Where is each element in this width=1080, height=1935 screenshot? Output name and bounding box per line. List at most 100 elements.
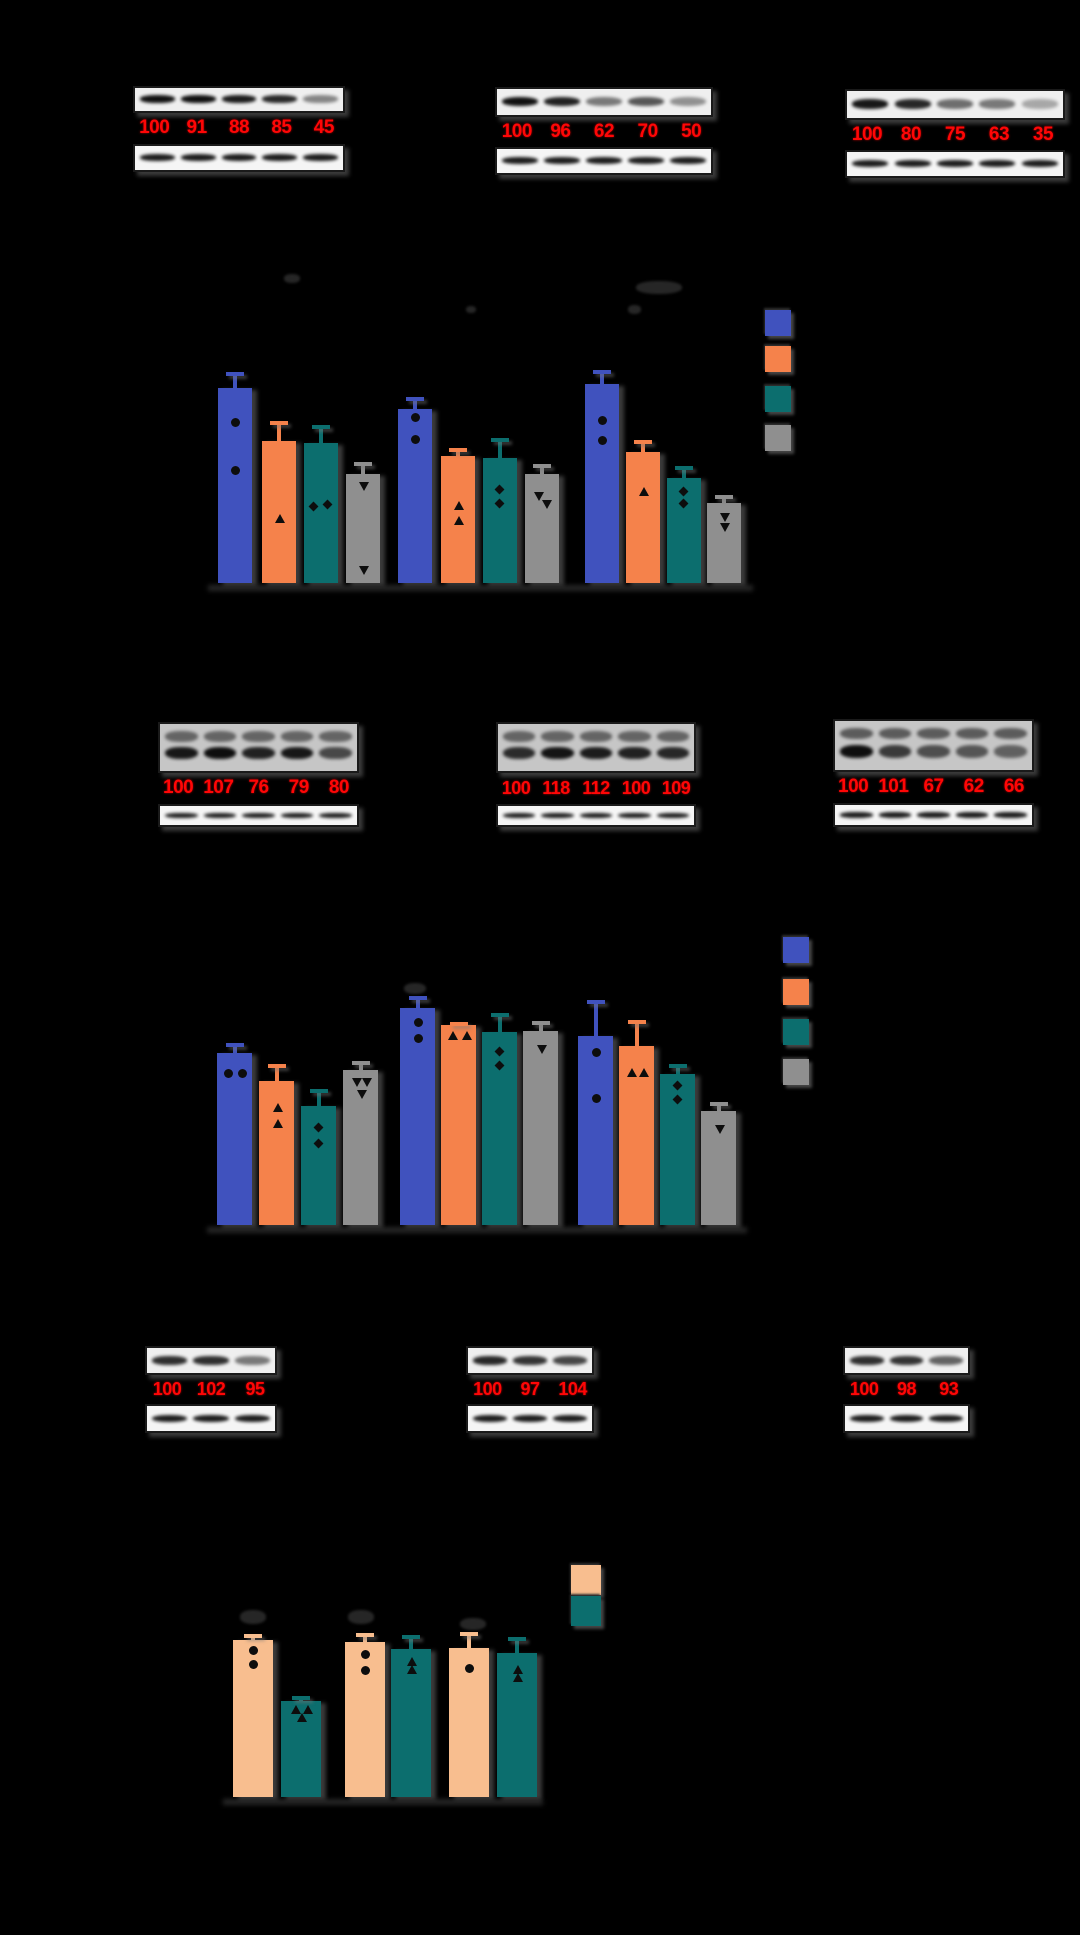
- protein-band: [840, 744, 873, 758]
- loading-band: [140, 154, 175, 162]
- protein-band: [165, 746, 198, 759]
- densitometry-value: 96: [550, 120, 571, 142]
- error-bar-cap: [715, 495, 733, 499]
- densitometry-value: 100: [473, 1378, 502, 1399]
- bar-a-g1-blue: [218, 388, 252, 583]
- error-bar: [409, 1635, 413, 1649]
- densitometry-value: 118: [542, 777, 570, 798]
- protein-band: [929, 1355, 963, 1365]
- blot-lane: [234, 1409, 271, 1428]
- axis-baseline-shadow: [207, 1227, 747, 1233]
- blot-lane: [893, 94, 931, 115]
- blot-lane: [501, 92, 539, 112]
- protein-band: [955, 744, 989, 758]
- bar-b-g1-teal: [301, 1106, 336, 1225]
- loading-band: [936, 160, 974, 168]
- densitometry-value: 88: [228, 117, 250, 138]
- bar-c-g1-peach: [233, 1640, 273, 1797]
- error-bar-cap: [351, 1061, 370, 1065]
- bar-b-g2-teal: [482, 1032, 517, 1225]
- loading-band: [234, 1414, 270, 1422]
- scatter-marker-diamond: [322, 499, 333, 510]
- significance-mark: [628, 305, 641, 314]
- loading-band: [579, 812, 613, 818]
- loading-band: [979, 160, 1016, 168]
- blot-lane: [203, 727, 238, 768]
- protein-band: [473, 1355, 507, 1365]
- error-bar-cap: [460, 1632, 478, 1636]
- blot-lane: [318, 727, 353, 768]
- blot-lane: [472, 1351, 508, 1370]
- densitometry-value: 70: [637, 120, 659, 142]
- scatter-marker-triangle-down: [359, 566, 369, 575]
- western-blot-loading-box: [466, 1404, 594, 1433]
- scatter-marker-triangle-down: [359, 482, 369, 491]
- densitometry-value: 62: [593, 120, 615, 142]
- blot-lane: [928, 1409, 964, 1428]
- error-bar-cap: [354, 462, 372, 466]
- protein-band-upper: [579, 731, 613, 742]
- scatter-marker-triangle-up: [513, 1665, 523, 1674]
- blot-lane: [955, 808, 990, 822]
- blot-lane: [617, 809, 651, 822]
- blot-lane: [501, 152, 539, 170]
- scatter-marker-circle: [411, 413, 420, 422]
- blot-lane: [617, 727, 651, 768]
- error-bar: [361, 462, 365, 474]
- scatter-marker-diamond: [672, 1080, 682, 1091]
- error-bar: [682, 466, 686, 478]
- protein-band: [553, 1355, 587, 1365]
- scatter-marker-circle: [237, 1069, 247, 1078]
- western-blot-target-box: [843, 1346, 970, 1375]
- western-blot-loading-box: [496, 804, 696, 827]
- error-bar: [456, 448, 460, 456]
- blot-lane: [302, 149, 339, 167]
- error-bar-cap: [406, 397, 424, 401]
- loading-band: [280, 812, 314, 818]
- scatter-marker-triangle-up: [638, 1068, 649, 1077]
- bar-b-g1-gray: [343, 1070, 378, 1225]
- protein-band: [242, 746, 275, 759]
- loading-band: [544, 157, 580, 165]
- blot-lane: [839, 808, 874, 822]
- blot-lane: [302, 91, 339, 108]
- loading-band: [929, 1414, 963, 1422]
- scatter-marker-triangle-down: [542, 500, 552, 509]
- error-bar: [716, 1102, 721, 1111]
- error-bar: [277, 421, 281, 441]
- error-bar-cap: [312, 425, 330, 429]
- loading-band: [513, 1414, 547, 1422]
- blot-lane: [1021, 94, 1059, 115]
- protein-band: [656, 746, 689, 759]
- densitometry-value: 97: [520, 1378, 540, 1399]
- blot-lane: [579, 727, 613, 768]
- error-bar-cap: [668, 1064, 687, 1068]
- blot-lane: [540, 809, 574, 822]
- error-bar-cap: [292, 1696, 310, 1700]
- bar-b-g3-orange: [619, 1046, 654, 1225]
- protein-band: [1021, 99, 1058, 110]
- blot-lane: [139, 149, 176, 167]
- blot-lane: [627, 92, 665, 112]
- protein-band: [503, 746, 536, 759]
- error-bar: [299, 1696, 303, 1701]
- blot-lane: [512, 1409, 548, 1428]
- scatter-marker-diamond: [494, 498, 505, 509]
- bar-a-g3-teal: [667, 478, 701, 583]
- protein-band: [502, 97, 538, 107]
- scatter-marker-triangle-down: [361, 1078, 372, 1087]
- scatter-marker-circle: [249, 1646, 258, 1655]
- protein-band: [586, 97, 622, 107]
- densitometry-value: 107: [203, 777, 234, 798]
- error-bar-cap: [586, 1000, 605, 1004]
- blot-lane: [893, 155, 931, 173]
- blot-lane: [928, 1351, 964, 1370]
- scatter-marker-triangle-down: [351, 1078, 362, 1087]
- blot-lane: [851, 155, 889, 173]
- error-bar: [316, 1089, 321, 1106]
- loading-band: [840, 812, 873, 818]
- blot-lane: [164, 809, 199, 822]
- blot-lane: [164, 727, 199, 768]
- densitometry-value: 98: [896, 1378, 917, 1399]
